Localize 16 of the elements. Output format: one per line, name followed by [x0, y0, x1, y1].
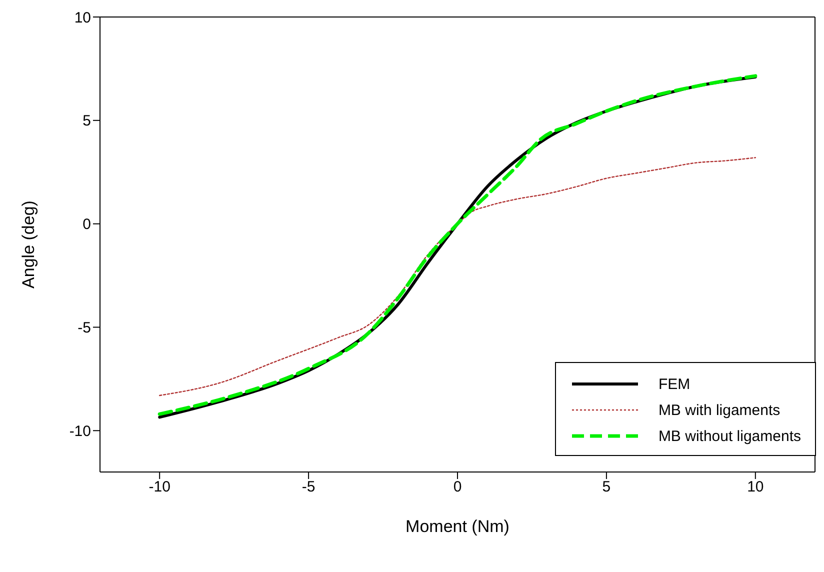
y-tick-label: 10 [74, 9, 91, 26]
x-tick-label: -10 [148, 478, 170, 496]
y-tick-label: -10 [69, 422, 91, 440]
line-series [158, 157, 756, 396]
y-tick-label: -5 [78, 320, 91, 337]
x-tick-label: 0 [453, 478, 462, 496]
y-tick-label: 5 [82, 112, 91, 130]
legend-label: MB with ligaments [658, 402, 780, 418]
y-tick-label: 0 [82, 216, 91, 234]
x-axis-title: Moment (Nm) [406, 517, 510, 536]
legend-label: FEM [658, 376, 690, 392]
x-tick-label: 10 [747, 478, 764, 496]
x-tick-label: -5 [302, 478, 316, 496]
y-axis-title: Angle (deg) [19, 200, 38, 288]
legend-label: MB without ligaments [658, 428, 801, 444]
x-tick-label: 5 [602, 478, 611, 496]
